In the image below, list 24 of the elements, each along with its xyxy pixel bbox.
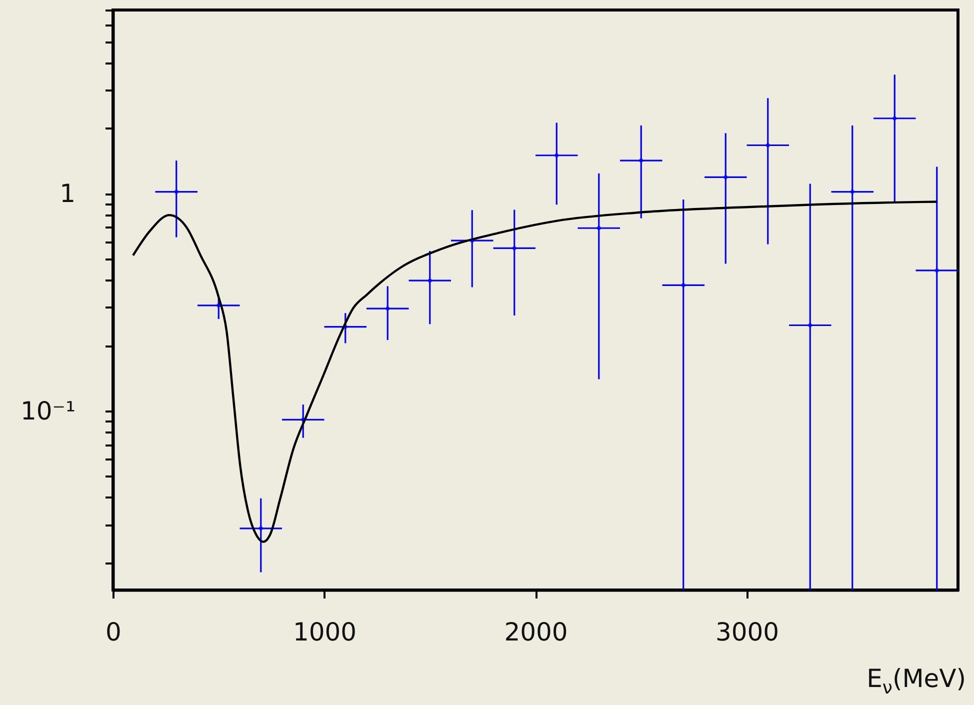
point [934, 268, 939, 272]
point [850, 190, 854, 194]
point [386, 306, 390, 311]
point [554, 153, 559, 158]
y-tick-label: 1 [60, 179, 76, 208]
point [596, 226, 601, 230]
point [808, 323, 812, 328]
point [681, 283, 686, 288]
point [428, 278, 432, 283]
point [258, 526, 263, 530]
x-tick-label: 2000 [504, 618, 568, 646]
y-tick-label: 10⁻¹ [20, 396, 76, 426]
point [724, 175, 728, 180]
point [216, 303, 221, 308]
point [174, 190, 178, 194]
point [512, 246, 516, 250]
x-axis-title: E$_{ν}$(MeV) [866, 664, 966, 698]
x-tick-label: 3000 [715, 618, 780, 646]
point [639, 158, 644, 163]
line-series [132, 200, 938, 543]
x-tick-label: 1000 [292, 618, 357, 646]
x-tick-label: 0 [106, 618, 122, 646]
point [766, 143, 770, 148]
point [892, 116, 897, 120]
